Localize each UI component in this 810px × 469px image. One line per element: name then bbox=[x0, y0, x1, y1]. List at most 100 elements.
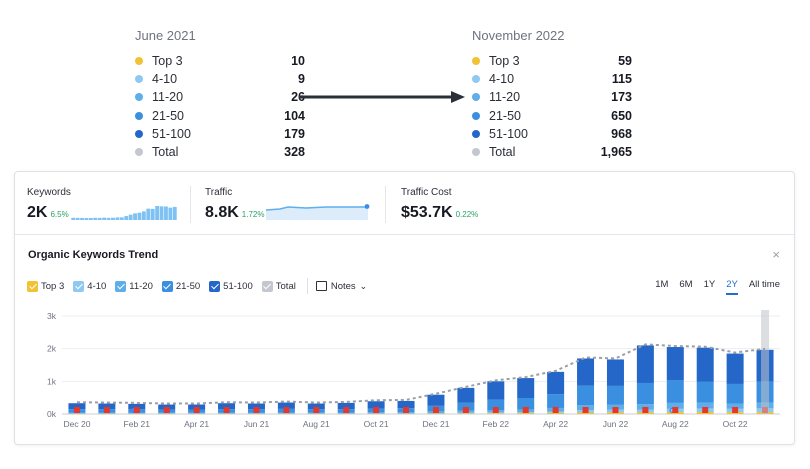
metric-change: 1.72% bbox=[241, 210, 265, 219]
metric-change: 0.22% bbox=[455, 210, 479, 219]
legend-dot-icon bbox=[472, 148, 480, 157]
legend-dot-icon bbox=[135, 129, 143, 138]
flag-icon bbox=[103, 407, 110, 413]
legend-toggle-top-3[interactable]: Top 3 bbox=[27, 280, 64, 292]
date-range-selector: 1M 6M 1Y 2Y All time bbox=[644, 279, 780, 295]
bar-segment bbox=[696, 412, 714, 414]
bar-segment bbox=[247, 413, 265, 414]
bar-segment bbox=[218, 403, 236, 410]
flag-icon bbox=[133, 407, 140, 413]
bar-segment bbox=[98, 413, 116, 414]
range-tab-all-time[interactable]: All time bbox=[748, 279, 780, 290]
bar-segment bbox=[158, 413, 176, 415]
legend-toggle-21-50[interactable]: 21-50 bbox=[161, 280, 200, 292]
range-tab-1m[interactable]: 1M bbox=[655, 279, 669, 290]
legend-dot-icon bbox=[472, 129, 480, 138]
bar-segment bbox=[218, 413, 236, 415]
position-row: 11-20 26 bbox=[135, 88, 305, 106]
position-row: 51-100 179 bbox=[135, 125, 305, 143]
bar-segment bbox=[577, 385, 595, 406]
legend-label: 11-20 bbox=[129, 280, 153, 292]
legend-toggle-total[interactable]: Total bbox=[261, 280, 296, 292]
flag-icon bbox=[642, 407, 649, 413]
bar-segment bbox=[218, 413, 236, 414]
sparkline-bar bbox=[133, 213, 137, 220]
x-tick-label: Feb 21 bbox=[124, 419, 151, 429]
metrics-bar: Keywords 2K 6.5% Traffic 8.8K 1.72% Traffi… bbox=[15, 172, 794, 235]
position-row: Top 3 10 bbox=[135, 52, 305, 70]
metric-keywords[interactable]: Keywords 2K 6.5% bbox=[27, 187, 71, 221]
position-label: Top 3 bbox=[152, 54, 183, 69]
metric-name: Traffic bbox=[205, 187, 233, 198]
legend-toggle-4-10[interactable]: 4-10 bbox=[73, 280, 107, 292]
legend-toggle-11-20[interactable]: 11-20 bbox=[115, 280, 153, 292]
legend-dot-icon bbox=[472, 75, 480, 84]
trend-title: Organic Keywords Trend bbox=[28, 249, 159, 261]
legend-dot-icon bbox=[135, 148, 143, 157]
divider bbox=[385, 186, 386, 223]
position-value: 328 bbox=[284, 145, 305, 160]
position-row: 51-100 968 bbox=[472, 125, 632, 143]
metric-traffic-cost[interactable]: Traffic Cost $53.7K 0.22% bbox=[401, 187, 478, 221]
hover-cursor bbox=[761, 310, 770, 414]
sparkline-bar bbox=[115, 217, 120, 220]
metric-name: Keywords bbox=[27, 187, 71, 198]
position-value: 26 bbox=[291, 90, 305, 105]
metric-traffic[interactable]: Traffic 8.8K 1.72% bbox=[205, 187, 264, 221]
bar-segment bbox=[726, 383, 744, 404]
legend-label: 51-100 bbox=[223, 280, 253, 292]
x-tick-label: Aug 21 bbox=[303, 419, 330, 429]
range-tab-2y[interactable]: 2Y bbox=[726, 279, 738, 295]
position-label: 4-10 bbox=[489, 72, 515, 87]
sparkline-bar bbox=[172, 206, 177, 220]
bar-segment bbox=[726, 403, 744, 409]
bar-segment bbox=[397, 413, 415, 414]
y-tick-label: 0k bbox=[47, 409, 57, 419]
bar-segment bbox=[367, 413, 385, 415]
bar-segment bbox=[487, 413, 505, 414]
bar-segment bbox=[457, 387, 475, 403]
position-label: Total bbox=[489, 145, 516, 160]
keywords-sparkline bbox=[71, 206, 177, 220]
sparkline-bar bbox=[97, 217, 102, 220]
bar-segment bbox=[427, 413, 445, 415]
bar-segment bbox=[247, 413, 265, 415]
bar-segment bbox=[666, 380, 684, 403]
position-row: 11-20 173 bbox=[472, 88, 632, 106]
legend-dot-icon bbox=[472, 93, 480, 102]
bar-segment bbox=[487, 381, 505, 400]
y-tick-label: 1k bbox=[47, 376, 57, 386]
flag-icon bbox=[732, 407, 739, 413]
range-tab-6m[interactable]: 6M bbox=[679, 279, 693, 290]
flag-icon bbox=[73, 407, 80, 413]
bar-segment bbox=[487, 399, 505, 411]
checkbox-icon bbox=[209, 280, 221, 292]
position-value: 10 bbox=[291, 54, 305, 69]
bar-segment bbox=[457, 412, 475, 414]
bar-segment bbox=[367, 401, 385, 409]
range-tab-1y[interactable]: 1Y bbox=[703, 279, 716, 290]
checkbox-icon bbox=[161, 280, 173, 292]
flag-icon bbox=[163, 407, 170, 413]
x-tick-label: Dec 20 bbox=[63, 419, 90, 429]
period-title: November 2022 bbox=[472, 28, 565, 43]
legend-toggle-51-100[interactable]: 51-100 bbox=[209, 280, 253, 292]
bar-segment bbox=[307, 403, 325, 410]
bar-segment bbox=[606, 359, 624, 386]
bar-segment bbox=[726, 353, 744, 384]
bar-segment bbox=[188, 413, 206, 415]
position-value: 9 bbox=[298, 72, 305, 87]
sparkline-bar bbox=[84, 218, 89, 220]
sparkline-bar bbox=[128, 214, 133, 220]
notes-dropdown[interactable]: Notes ⌄ bbox=[315, 281, 367, 292]
position-label: 11-20 bbox=[152, 90, 184, 105]
traffic-sparkline bbox=[266, 204, 370, 220]
legend-label: 4-10 bbox=[87, 280, 107, 292]
sparkline-bar bbox=[141, 211, 146, 220]
bar-segment bbox=[128, 403, 146, 410]
bar-segment bbox=[517, 378, 535, 398]
june-2021-summary: June 2021 Top 3 10 4-10 9 11-20 26 21-50 104 51-… bbox=[135, 28, 305, 161]
position-row: Total 328 bbox=[135, 143, 305, 161]
sparkline-bar bbox=[80, 217, 84, 220]
close-icon[interactable]: × bbox=[772, 247, 780, 262]
